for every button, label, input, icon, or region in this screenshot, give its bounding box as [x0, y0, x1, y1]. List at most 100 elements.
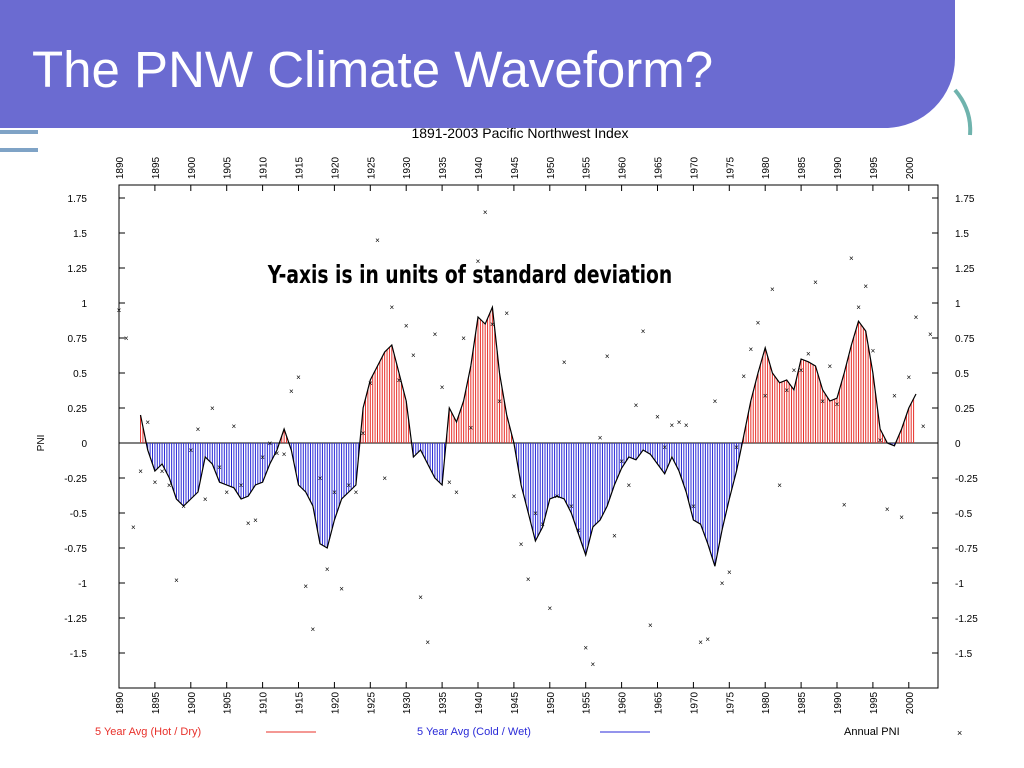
- annual-pni-point: ×: [346, 481, 351, 490]
- annual-pni-point: ×: [282, 450, 287, 459]
- y-tick-label-right: -1: [955, 579, 964, 590]
- annual-pni-point: ×: [540, 520, 545, 529]
- annual-pni-point: ×: [232, 422, 237, 431]
- annual-pni-point: ×: [583, 643, 588, 652]
- annual-pni-point: ×: [569, 502, 574, 511]
- y-tick-label-right: 1.25: [955, 264, 975, 275]
- annual-pni-point: ×: [354, 488, 359, 497]
- annual-pni-point: ×: [591, 660, 596, 669]
- x-tick-label-top: 1965: [654, 156, 665, 179]
- x-tick-label-top: 1890: [115, 156, 126, 179]
- annual-pni-point: ×: [289, 387, 294, 396]
- annual-pni-point: ×: [806, 349, 811, 358]
- annual-pni-point: ×: [777, 481, 782, 490]
- x-tick-label-bottom: 1905: [223, 691, 234, 714]
- decorative-arc: [953, 88, 973, 136]
- x-tick-label-bottom: 1890: [115, 691, 126, 714]
- legend-annual-marker: ×: [957, 728, 962, 738]
- annual-pni-point: ×: [145, 418, 150, 427]
- annual-pni-point: ×: [842, 501, 847, 510]
- annual-pni-point: ×: [468, 424, 473, 433]
- x-tick-label-top: 1945: [510, 156, 521, 179]
- annual-pni-point: ×: [160, 467, 165, 476]
- annual-pni-point: ×: [741, 372, 746, 381]
- x-tick-label-bottom: 2000: [905, 691, 916, 714]
- annual-pni-point: ×: [239, 481, 244, 490]
- annual-pni-point: ×: [476, 257, 481, 266]
- annual-pni-point: ×: [181, 502, 186, 511]
- y-tick-label-left: -0.25: [64, 474, 87, 485]
- x-tick-label-bottom: 1910: [259, 691, 270, 714]
- x-tick-label-top: 1970: [689, 156, 700, 179]
- annual-pni-point: ×: [390, 303, 395, 312]
- avg-series-line: [139, 304, 917, 567]
- legend-annual-label: Annual PNI: [844, 726, 900, 738]
- y-tick-label-left: -0.75: [64, 544, 87, 555]
- x-tick-label-bottom: 1900: [187, 691, 198, 714]
- annual-pni-point: ×: [792, 366, 797, 375]
- x-tick-label-top: 1985: [797, 156, 808, 179]
- x-tick-label-top: 1920: [330, 156, 341, 179]
- annual-pni-point: ×: [705, 635, 710, 644]
- x-tick-label-bottom: 1895: [151, 691, 162, 714]
- chart-title: 1891-2003 Pacific Northwest Index: [411, 125, 628, 141]
- y-tick-label-left: 1.75: [68, 194, 88, 205]
- annual-pni-point: ×: [763, 391, 768, 400]
- annual-pni-point: ×: [626, 481, 631, 490]
- x-tick-label-bottom: 1980: [761, 691, 772, 714]
- annual-pni-point: ×: [131, 523, 136, 532]
- annual-pni-point: ×: [820, 397, 825, 406]
- x-tick-label-top: 1910: [259, 156, 270, 179]
- annual-pni-point: ×: [461, 334, 466, 343]
- annual-pni-point: ×: [533, 509, 538, 518]
- y-tick-label-right: -1.5: [955, 649, 973, 660]
- annual-pni-point: ×: [404, 321, 409, 330]
- plot-area: 1.75 1.75 1.5 1.5 1.25 1.25 1 1 0.75 0.75 0.5 0.5 0.…: [64, 156, 978, 714]
- y-tick-label-left: 1: [81, 299, 87, 310]
- x-tick-label-top: 1980: [761, 156, 772, 179]
- annual-pni-point: ×: [634, 401, 639, 410]
- title-banner: [0, 0, 955, 128]
- x-tick-label-top: 1915: [295, 156, 306, 179]
- annual-pni-point: ×: [526, 575, 531, 584]
- x-tick-label-bottom: 1935: [438, 691, 449, 714]
- annual-pni-point: ×: [648, 621, 653, 630]
- annual-pni-point: ×: [914, 313, 919, 322]
- annual-pni-point: ×: [490, 320, 495, 329]
- annual-pni-point: ×: [835, 400, 840, 409]
- annual-pni-point: ×: [598, 433, 603, 442]
- annual-pni-point: ×: [827, 362, 832, 371]
- y-axis-label: PNI: [36, 435, 47, 452]
- y-tick-label-left: 1.5: [73, 229, 87, 240]
- legend: 5 Year Avg (Hot / Dry) 5 Year Avg (Cold …: [95, 726, 962, 738]
- annual-pni-point: ×: [433, 330, 438, 339]
- annual-pni-point: ×: [483, 208, 488, 217]
- x-tick-label-bottom: 1920: [330, 691, 341, 714]
- annual-pni-point: ×: [519, 540, 524, 549]
- x-tick-label-top: 1960: [618, 156, 629, 179]
- x-tick-label-top: 1930: [402, 156, 413, 179]
- x-tick-label-bottom: 1925: [366, 691, 377, 714]
- y-tick-label-right: 1.75: [955, 194, 975, 205]
- annual-pni-point: ×: [655, 412, 660, 421]
- y-tick-label-left: -0.5: [70, 509, 88, 520]
- y-tick-label-right: 0.75: [955, 334, 975, 345]
- annual-pni-point: ×: [253, 516, 258, 525]
- x-tick-label-bottom: 1995: [869, 691, 880, 714]
- annual-pni-point: ×: [813, 278, 818, 287]
- annual-pni-point: ×: [296, 373, 301, 382]
- annual-pni-point: ×: [684, 421, 689, 430]
- chart-annotation: Y-axis is in units of standard deviation: [267, 260, 672, 290]
- x-tick-label-top: 2000: [905, 156, 916, 179]
- y-tick-label-right: -0.5: [955, 509, 973, 520]
- annual-pni-point: ×: [246, 519, 251, 528]
- legend-cold-label: 5 Year Avg (Cold / Wet): [417, 726, 531, 738]
- annual-pni-point: ×: [576, 526, 581, 535]
- y-tick-label-right: -0.75: [955, 544, 978, 555]
- x-tick-label-top: 1950: [546, 156, 557, 179]
- x-tick-label-top: 1955: [582, 156, 593, 179]
- annual-pni-point: ×: [196, 425, 201, 434]
- annual-pni-point: ×: [397, 376, 402, 385]
- x-tick-label-top: 1975: [725, 156, 736, 179]
- annual-pni-point: ×: [210, 404, 215, 413]
